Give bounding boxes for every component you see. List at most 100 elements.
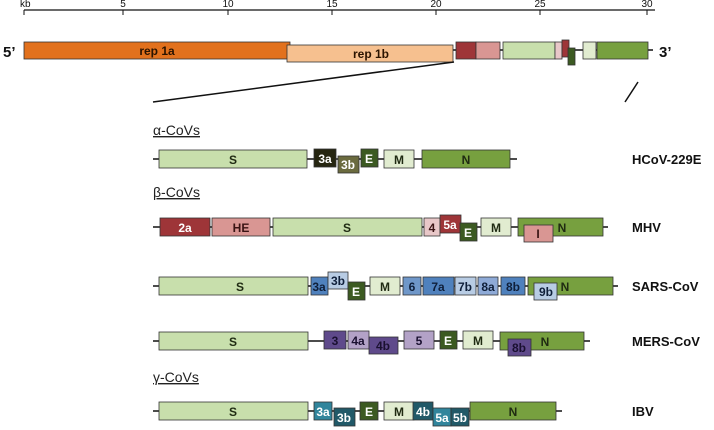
gene-e-label: E xyxy=(352,285,360,299)
genome-orf-4 xyxy=(554,41,563,60)
gene-e-box xyxy=(359,401,379,421)
gene-7b-box xyxy=(454,276,477,296)
gene-5b-label: 5b xyxy=(453,411,467,425)
genome-orf-n xyxy=(596,41,649,60)
gene-2a-label: 2a xyxy=(178,221,192,235)
gene-he-box xyxy=(211,217,271,237)
zoom-line-right xyxy=(624,81,639,103)
gene-e-label: E xyxy=(365,152,373,166)
gene-6-label: 6 xyxy=(409,280,416,294)
mhv-genome-row: 2a HE S 4 5a E M N I MHV xyxy=(153,214,661,243)
gene-4b-label: 4b xyxy=(416,405,430,419)
gene-e-label: E xyxy=(365,405,373,419)
gene-m-box xyxy=(462,330,494,350)
gene-m-box xyxy=(480,217,512,237)
gene-n-label: N xyxy=(462,153,471,167)
gene-e-label: E xyxy=(464,226,472,240)
gene-e-label: E xyxy=(444,334,452,348)
gene-e-box xyxy=(459,222,478,242)
gene-3b-box xyxy=(333,407,356,427)
sars-genome-row: S 3a 3b E M 6 7a 7b 8a 8b N 9b SARS-CoV xyxy=(153,271,699,301)
gene-7a-label: 7a xyxy=(431,280,445,294)
scale-unit-label: kb xyxy=(20,0,31,10)
gene-8b-box xyxy=(507,338,532,357)
rep1a-label: rep 1a xyxy=(139,44,175,58)
gene-m-label: M xyxy=(491,221,501,235)
gene-3a-label: 3a xyxy=(312,280,326,294)
gene-m-label: M xyxy=(473,334,483,348)
genome-orf-he xyxy=(475,41,501,60)
gene-8b-label: 8b xyxy=(512,341,526,355)
gene-3b-label: 3b xyxy=(341,158,355,172)
gene-7a-box xyxy=(422,276,455,296)
gene-e-box xyxy=(360,148,379,168)
gene-8b-box xyxy=(500,276,526,296)
group-label-alpha: α-CoVs xyxy=(153,122,200,138)
gene-2a-box xyxy=(159,217,211,237)
scale-bar: kb 5 10 15 20 25 30 xyxy=(20,0,655,15)
genome-orf-spike xyxy=(502,41,556,60)
rep1b-box xyxy=(286,44,454,63)
full-genome: 5’ 3’ rep 1a rep 1b xyxy=(3,39,672,66)
gene-s-label: S xyxy=(229,153,237,167)
gene-5-box xyxy=(403,330,435,350)
gene-s-box xyxy=(158,149,308,169)
scale-tick-label: 10 xyxy=(222,0,234,10)
scale-tick-label: 15 xyxy=(326,0,338,10)
gene-n-label: N xyxy=(509,405,518,419)
virus-label-ibv: IBV xyxy=(632,404,654,419)
gene-6-box xyxy=(402,276,422,296)
gene-i-box xyxy=(523,224,554,243)
gene-3a-label: 3a xyxy=(316,405,330,419)
gene-7b-label: 7b xyxy=(458,280,472,294)
gene-3b-label: 3b xyxy=(331,274,345,288)
gene-e-box xyxy=(347,281,366,301)
gene-8b-label: 8b xyxy=(506,280,520,294)
gene-i-label: I xyxy=(536,227,539,241)
gene-3-box xyxy=(323,330,347,350)
gene-3b-box xyxy=(337,155,360,174)
gene-m-label: M xyxy=(380,280,390,294)
gene-s-box xyxy=(158,276,309,296)
virus-label-mhv: MHV xyxy=(632,220,661,235)
gene-s-label: S xyxy=(229,405,237,419)
mers-genome-row: S 3 4a 4b 5 E M N 8b MERS-CoV xyxy=(153,330,700,357)
zoom-line-left xyxy=(152,61,455,103)
gene-n-label: N xyxy=(541,335,550,349)
gene-4b-label: 4b xyxy=(376,339,390,353)
gene-5a-label: 5a xyxy=(443,218,457,232)
genome-orf-2a xyxy=(455,41,477,60)
gene-n-label: N xyxy=(561,280,570,294)
ibv-genome-row: S 3a 3b E M 4b 5a 5b N IBV xyxy=(153,401,654,427)
gene-5-label: 5 xyxy=(416,334,423,348)
gene-4-label: 4 xyxy=(429,221,436,235)
gene-3b-box xyxy=(327,271,349,290)
scale-tick-label: 30 xyxy=(641,0,653,10)
gene-s-box xyxy=(272,217,423,237)
virus-label-mers: MERS-CoV xyxy=(632,334,700,349)
gene-5b-box xyxy=(450,407,470,427)
gene-m-label: M xyxy=(394,153,404,167)
group-label-gamma: γ-CoVs xyxy=(153,369,199,385)
gene-8a-label: 8a xyxy=(481,280,495,294)
gene-3-label: 3 xyxy=(332,334,339,348)
three-prime-label: 3’ xyxy=(659,44,672,61)
gene-n-box xyxy=(421,149,511,169)
gene-s-label: S xyxy=(343,221,351,235)
gene-s-label: S xyxy=(236,280,244,294)
gene-he-label: HE xyxy=(233,221,250,235)
group-label-beta: β-CoVs xyxy=(153,184,200,200)
gene-s-box xyxy=(158,401,309,421)
gene-s-label: S xyxy=(229,335,237,349)
gene-s-box xyxy=(158,331,309,351)
gene-5a-label: 5a xyxy=(435,411,449,425)
gene-4a-label: 4a xyxy=(351,334,365,348)
gene-n-box xyxy=(469,401,557,421)
gene-8a-box xyxy=(477,276,499,296)
gene-3a-box xyxy=(313,401,333,421)
gene-3a-label: 3a xyxy=(318,152,332,166)
virus-label-sars: SARS-CoV xyxy=(632,279,699,294)
virus-label-hcov229e: HCoV-229E xyxy=(632,152,702,167)
gene-m-box xyxy=(369,276,401,296)
